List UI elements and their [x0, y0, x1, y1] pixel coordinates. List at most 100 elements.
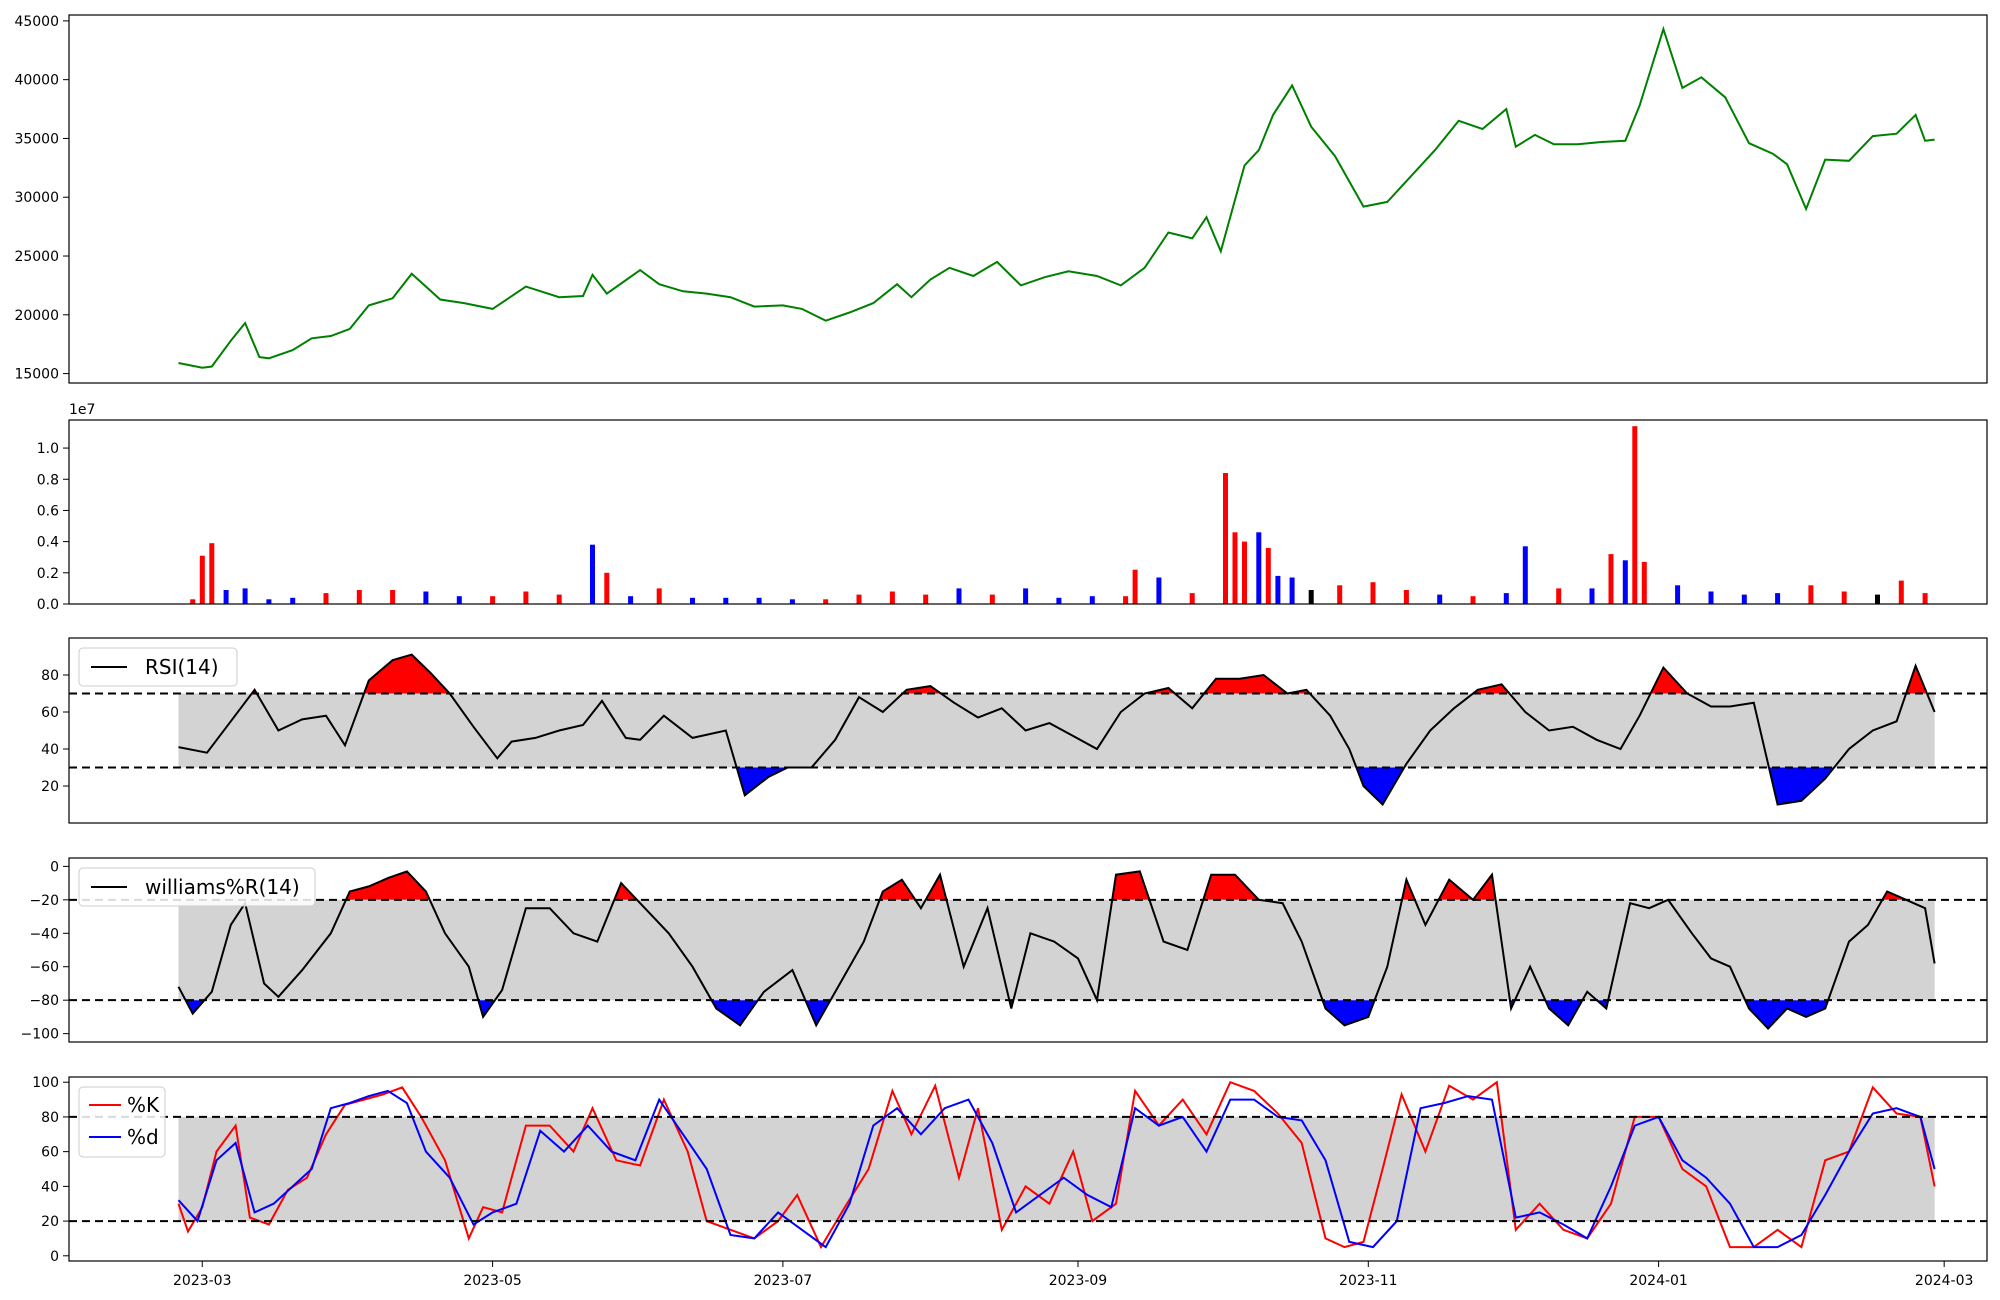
legend: RSI(14) [78, 647, 238, 687]
price-panel: 15000 20000 25000 30000 35000 40000 45000 [14, 14, 1988, 384]
x-tick-label: 2024-01 [1629, 1273, 1688, 1289]
y-tick-label: −80 [29, 993, 59, 1009]
volume-bar [423, 591, 429, 604]
overbought-fill [1203, 874, 1259, 900]
neutral-band [178, 693, 1935, 768]
y-tick-label: 40 [41, 742, 59, 758]
volume-bar [1470, 596, 1476, 604]
rsi-line [178, 653, 1936, 807]
volume-bar [390, 590, 396, 604]
y-tick-label: 0.6 [37, 503, 59, 519]
volume-bar [1308, 590, 1314, 604]
y-offset-label: 1e7 [69, 402, 95, 418]
x-tick-label: 2023-03 [173, 1273, 232, 1289]
volume-bar [989, 594, 995, 604]
oversold-fill [1356, 767, 1405, 805]
y-tick-label: 60 [41, 705, 59, 721]
volume-bar [889, 591, 895, 604]
y-tick-label: 0.8 [37, 472, 59, 488]
volume-bar [1622, 560, 1628, 604]
volume-bar [1123, 596, 1129, 604]
x-tick-label: 2023-11 [1339, 1273, 1398, 1289]
y-tick-label: 25000 [14, 249, 59, 265]
y-tick-label: −60 [29, 960, 59, 976]
legend-label: %K [127, 1093, 160, 1117]
volume-bar [1875, 594, 1880, 604]
volume-bar [209, 543, 215, 604]
volume-bar [604, 572, 610, 604]
stochastic-panel: 0 20 40 60 80 100 2023-03 2023-05 2023-07 2023-09… [32, 1075, 1988, 1289]
volume-bar [1808, 585, 1814, 604]
legend-label: %d [127, 1125, 159, 1149]
volume-bar [1089, 596, 1095, 604]
y-tick-label: −40 [29, 926, 59, 942]
oversold-fill [805, 1000, 831, 1026]
y-tick-label: 0.0 [37, 597, 59, 613]
volume-bar [1337, 585, 1343, 604]
volume-bar [1023, 588, 1029, 604]
volume-bar [1370, 582, 1376, 604]
rsi-panel: 20 40 60 80 RSI(14) [41, 637, 1988, 824]
volume-bar [1156, 577, 1162, 604]
volume-bar [1632, 426, 1638, 604]
x-tick-label: 2023-07 [754, 1273, 813, 1289]
volume-bar [1708, 591, 1714, 604]
volume-bar [1403, 590, 1409, 604]
legend: %K %d [78, 1086, 166, 1158]
y-tick-label: 80 [41, 668, 59, 684]
volume-bar [1256, 532, 1262, 604]
volume-bar [1275, 575, 1281, 604]
volume-bar [1242, 541, 1247, 604]
volume-bar [199, 555, 205, 604]
legend-label: RSI(14) [145, 655, 219, 679]
y-tick-label: 40000 [14, 73, 59, 89]
plot-frame [68, 1076, 1988, 1262]
volume-bar [1189, 593, 1195, 604]
volume-bar [266, 599, 272, 604]
y-tick-label: −100 [21, 1027, 59, 1043]
volume-bar [456, 596, 462, 604]
y-tick-label: 35000 [14, 131, 59, 147]
volume-bar [1898, 580, 1904, 604]
volume-bar [1503, 593, 1509, 604]
volume-bar [923, 594, 929, 604]
volume-bar [1289, 577, 1295, 604]
overbought-fill [1112, 871, 1150, 900]
volume-bar [690, 597, 695, 604]
volume-bar [1775, 593, 1781, 604]
overbought-fill [1473, 684, 1510, 694]
x-tick-label: 2024-03 [1915, 1273, 1974, 1289]
volume-bar [856, 594, 862, 604]
volume-bar [556, 594, 562, 604]
volume-bar [323, 593, 329, 604]
y-tick-label: 0 [50, 859, 59, 875]
oversold-fill [185, 1000, 205, 1014]
volume-bar [1232, 532, 1238, 604]
y-tick-label: 60 [41, 1145, 59, 1161]
y-tick-label: 0.4 [37, 535, 59, 551]
volume-bar [723, 597, 729, 604]
volume-bar [823, 599, 829, 604]
volume-bar [523, 591, 529, 604]
volume-bar [628, 596, 634, 604]
volume-bar [490, 596, 496, 604]
volume-bar [956, 588, 962, 604]
volume-bar [242, 588, 248, 604]
volume-bar [1132, 569, 1138, 604]
overbought-fill [346, 871, 430, 900]
plot-frame [68, 857, 1988, 1043]
y-tick-label: 20 [41, 1214, 59, 1230]
volume-panel: 0.0 0.2 0.4 0.6 0.8 1.0 1e7 [37, 402, 1988, 613]
legend-box [78, 867, 316, 907]
volume-bar [290, 597, 296, 604]
volume-bar [1608, 554, 1614, 604]
volume-bar [1741, 594, 1747, 604]
overbought-fill [1650, 667, 1688, 694]
volume-bar [1841, 591, 1847, 604]
x-tick-label: 2023-05 [463, 1273, 522, 1289]
y-tick-label: 0.2 [37, 566, 59, 582]
legend: williams%R(14) [78, 867, 316, 907]
y-tick-label: 40 [41, 1179, 59, 1195]
volume-bar [190, 599, 196, 604]
